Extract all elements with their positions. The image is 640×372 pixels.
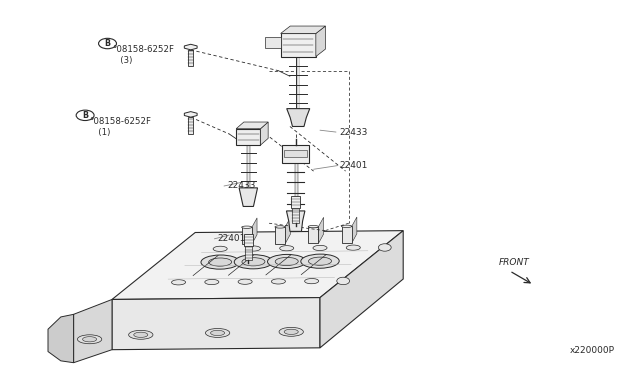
Polygon shape	[260, 122, 268, 145]
Polygon shape	[184, 44, 197, 50]
Ellipse shape	[213, 246, 227, 251]
Ellipse shape	[242, 258, 265, 266]
Polygon shape	[74, 299, 112, 363]
Polygon shape	[112, 298, 320, 350]
Bar	[188, 117, 193, 134]
Ellipse shape	[271, 279, 285, 284]
Ellipse shape	[346, 245, 360, 250]
Circle shape	[99, 38, 116, 49]
Ellipse shape	[234, 255, 273, 269]
Polygon shape	[252, 218, 257, 244]
Ellipse shape	[134, 332, 148, 337]
Polygon shape	[352, 217, 357, 243]
Polygon shape	[48, 314, 74, 363]
Polygon shape	[319, 217, 324, 243]
Bar	[280, 33, 316, 57]
Ellipse shape	[238, 279, 252, 284]
Polygon shape	[287, 109, 310, 126]
Ellipse shape	[172, 280, 186, 285]
Ellipse shape	[284, 329, 298, 334]
Ellipse shape	[83, 337, 97, 342]
Ellipse shape	[209, 258, 232, 266]
Ellipse shape	[279, 327, 303, 336]
Polygon shape	[320, 231, 403, 348]
Ellipse shape	[201, 255, 239, 269]
Bar	[282, 145, 309, 163]
Bar	[342, 226, 352, 243]
Polygon shape	[239, 188, 257, 206]
Text: 22401: 22401	[339, 161, 367, 170]
Ellipse shape	[211, 330, 225, 336]
Polygon shape	[236, 122, 268, 129]
Ellipse shape	[275, 257, 298, 266]
Ellipse shape	[77, 335, 102, 344]
Ellipse shape	[301, 254, 339, 268]
Polygon shape	[285, 218, 291, 244]
Ellipse shape	[342, 225, 352, 228]
Text: 22433: 22433	[339, 128, 367, 137]
Bar	[292, 208, 299, 223]
Bar	[244, 234, 253, 246]
Polygon shape	[184, 112, 197, 117]
Text: B: B	[104, 39, 111, 48]
Ellipse shape	[313, 245, 327, 251]
Text: B: B	[82, 111, 88, 120]
Ellipse shape	[246, 246, 260, 251]
Ellipse shape	[308, 225, 319, 228]
Ellipse shape	[280, 246, 294, 251]
Ellipse shape	[305, 279, 319, 284]
Bar	[265, 36, 280, 48]
Bar	[308, 227, 319, 243]
Ellipse shape	[275, 226, 285, 228]
Circle shape	[76, 110, 94, 121]
Text: °08158-6252F
   (1): °08158-6252F (1)	[90, 117, 152, 137]
Polygon shape	[287, 211, 305, 231]
Bar	[242, 227, 252, 244]
Bar	[188, 50, 193, 66]
Circle shape	[378, 244, 391, 251]
Text: °08158-6252F
   (3): °08158-6252F (3)	[112, 45, 174, 65]
Text: 22401: 22401	[218, 234, 246, 243]
Polygon shape	[112, 231, 403, 299]
Bar	[245, 246, 252, 260]
Ellipse shape	[308, 257, 332, 265]
Ellipse shape	[129, 330, 153, 339]
Ellipse shape	[205, 279, 219, 285]
Text: FRONT: FRONT	[499, 258, 530, 267]
Bar	[236, 129, 260, 145]
Text: 22433: 22433	[227, 182, 255, 190]
Bar	[291, 196, 300, 208]
Bar	[284, 150, 307, 157]
Text: x220000P: x220000P	[570, 346, 614, 355]
Ellipse shape	[242, 226, 252, 228]
Polygon shape	[316, 26, 326, 57]
Bar	[275, 227, 285, 244]
Circle shape	[337, 277, 349, 285]
Ellipse shape	[205, 328, 230, 337]
Polygon shape	[280, 26, 326, 33]
Ellipse shape	[268, 254, 306, 269]
